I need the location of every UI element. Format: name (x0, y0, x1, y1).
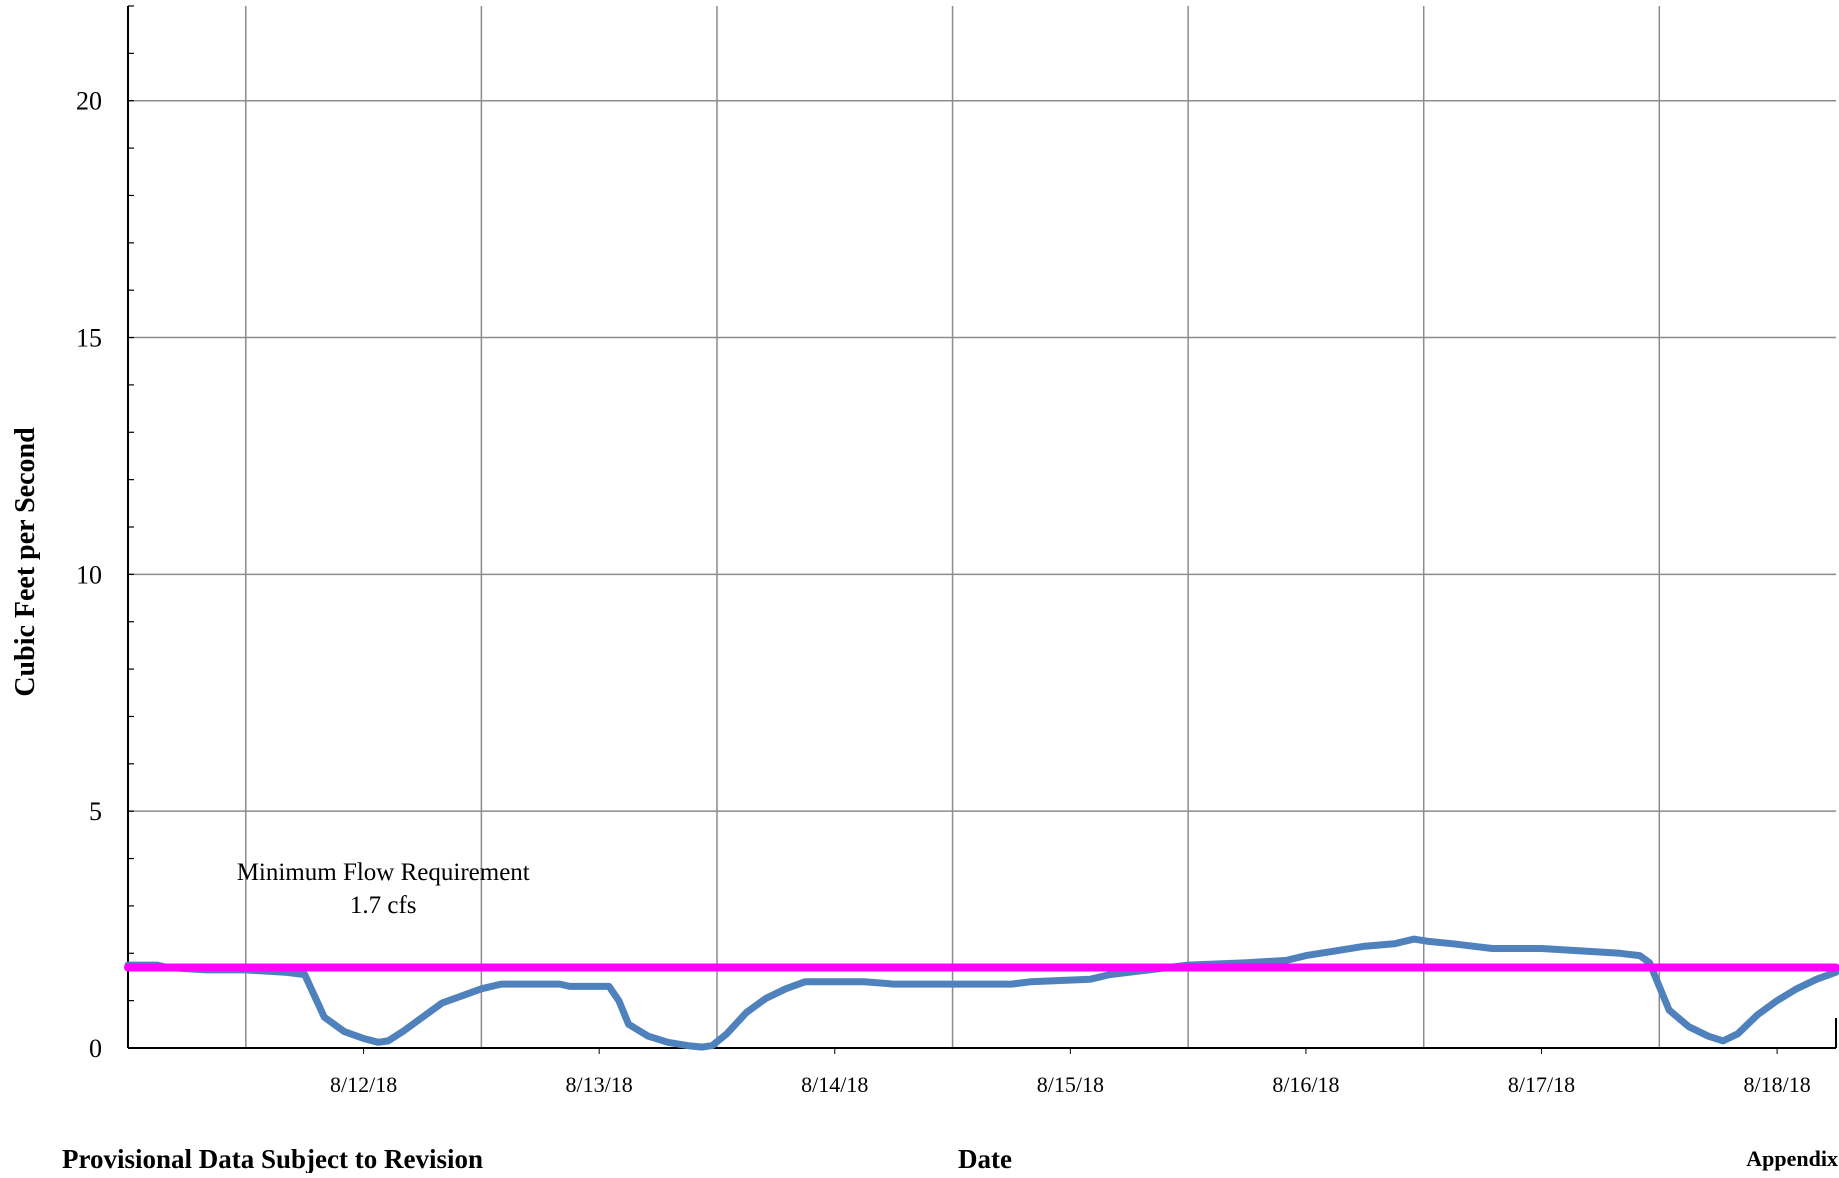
x-tick-label: 8/18/18 (1743, 1072, 1810, 1097)
y-tick-label: 20 (76, 87, 102, 116)
annotation-label: 1.7 cfs (350, 892, 417, 919)
y-axis-label: Cubic Feet per Second (10, 427, 41, 697)
y-tick-label: 0 (89, 1034, 102, 1063)
y-tick-label: 5 (89, 797, 102, 826)
appendix-label: Appendix (1746, 1146, 1838, 1171)
annotation-label: Minimum Flow Requirement (237, 859, 530, 886)
flow-line (124, 935, 1839, 1051)
x-axis-label: Date (958, 1144, 1012, 1173)
x-tick-label: 8/12/18 (330, 1072, 397, 1097)
series-layer (124, 935, 1839, 1051)
x-tick-label: 8/15/18 (1037, 1072, 1104, 1097)
x-tick-label: 8/14/18 (801, 1072, 868, 1097)
axis-layer (127, 5, 1837, 1054)
y-tick-label: 15 (76, 324, 102, 353)
x-tick-label: 8/17/18 (1508, 1072, 1575, 1097)
x-tick-label: 8/16/18 (1272, 1072, 1339, 1097)
label-layer: 0 5 10 15 20 8/12/18 8/13/18 8/14/18 8/15/18 8/16… (76, 87, 1811, 1097)
provisional-note: Provisional Data Subject to Revision (62, 1144, 483, 1173)
x-tick-label: 8/13/18 (566, 1072, 633, 1097)
grid-layer (128, 6, 1836, 1048)
y-tick-label: 10 (76, 560, 102, 589)
